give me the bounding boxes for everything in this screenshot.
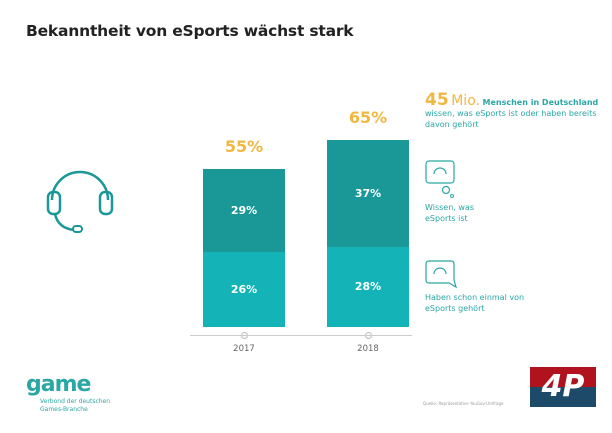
- callout-text: 45 Mio. Menschen in Deutschland wissen, …: [425, 92, 605, 130]
- bar-segment: 26%: [203, 252, 285, 327]
- callout-number: 45: [425, 90, 449, 110]
- callout-body: wissen, was eSports ist oder haben berei…: [425, 109, 597, 129]
- bar-total-label: 55%: [224, 137, 264, 157]
- page-title: Bekanntheit von eSports wächst stark: [26, 22, 354, 40]
- bar-value-label: 37%: [354, 187, 382, 201]
- headset-speech-bubble-icon: [425, 260, 457, 289]
- headset-thought-bubble-icon: [425, 160, 455, 198]
- x-tick-label: 2018: [357, 344, 379, 354]
- bar-segment: 37%: [327, 140, 409, 247]
- bar-total-label: 65%: [348, 108, 388, 128]
- bar-value-label: 26%: [230, 283, 258, 297]
- game-logo: game: [26, 372, 91, 397]
- watermark-logo: 4P: [530, 367, 596, 407]
- bar-segment: 28%: [327, 246, 409, 327]
- callout-unit: Mio.: [451, 93, 480, 109]
- bar-value-label: 28%: [354, 280, 382, 294]
- legend-label-wissen: Wissen, was eSports ist: [425, 203, 474, 223]
- logo-sub1: Verbond der deutschen: [40, 398, 111, 405]
- callout-bold: Menschen in Deutschland: [482, 98, 599, 107]
- source-note: Quelle: Repräsentative YouGov-Umfrage: [423, 401, 504, 406]
- bar-value-label: 29%: [230, 204, 258, 218]
- logo-subtitle: Verbond der deutschen Games-Branche: [40, 398, 110, 414]
- logo-sub2: Games-Branche: [40, 406, 88, 413]
- headset-icon: [46, 170, 114, 233]
- x-axis: [190, 335, 412, 336]
- x-tick-label: 2017: [233, 344, 255, 354]
- legend-label-gehoert: Haben schon einmal von eSports gehört: [425, 293, 525, 313]
- bar-segment: 29%: [203, 169, 285, 253]
